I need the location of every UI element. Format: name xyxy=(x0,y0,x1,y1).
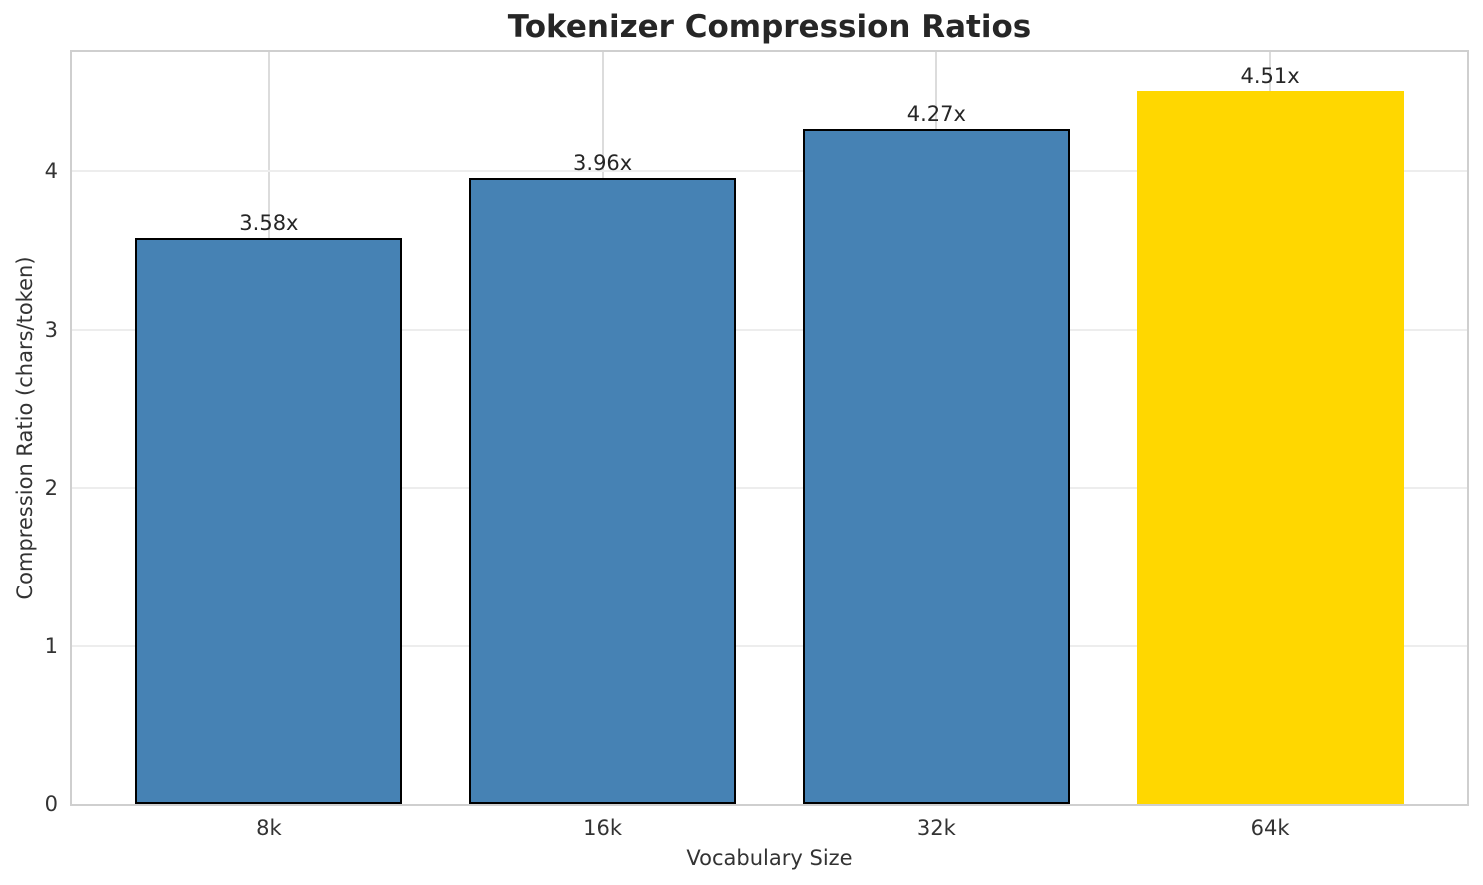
horizontal-gridline xyxy=(72,328,1467,331)
x-tick-label: 64k xyxy=(1250,816,1290,840)
chart-title: Tokenizer Compression Ratios xyxy=(507,9,1032,45)
y-tick-label: 4 xyxy=(44,159,58,184)
y-tick-label: 3 xyxy=(44,317,58,342)
bar-value-label: 4.27x xyxy=(906,101,966,126)
horizontal-gridline xyxy=(72,486,1467,489)
bar-value-label: 3.96x xyxy=(573,150,633,175)
bar-value-label: 4.51x xyxy=(1240,63,1300,88)
y-tick-label: 2 xyxy=(44,475,58,500)
x-tick-label: 16k xyxy=(583,816,623,840)
y-tick-label: 0 xyxy=(44,792,58,816)
bar-16k xyxy=(469,177,737,804)
x-axis-label: Vocabulary Size xyxy=(686,846,853,870)
bar-8k xyxy=(135,237,403,804)
horizontal-gridline xyxy=(72,170,1467,173)
bar-64k xyxy=(1136,90,1404,804)
bar-value-label: 3.58x xyxy=(239,210,299,235)
x-tick-label: 8k xyxy=(256,816,282,840)
bar-32k xyxy=(802,128,1070,804)
horizontal-gridline xyxy=(72,644,1467,647)
x-tick-label: 32k xyxy=(916,816,956,840)
y-tick-label: 1 xyxy=(44,633,58,658)
y-axis-label: Compression Ratio (chars/token) xyxy=(13,256,37,600)
plot-area: 3.58x 3.96x 4.27x 4.51x xyxy=(70,50,1469,806)
